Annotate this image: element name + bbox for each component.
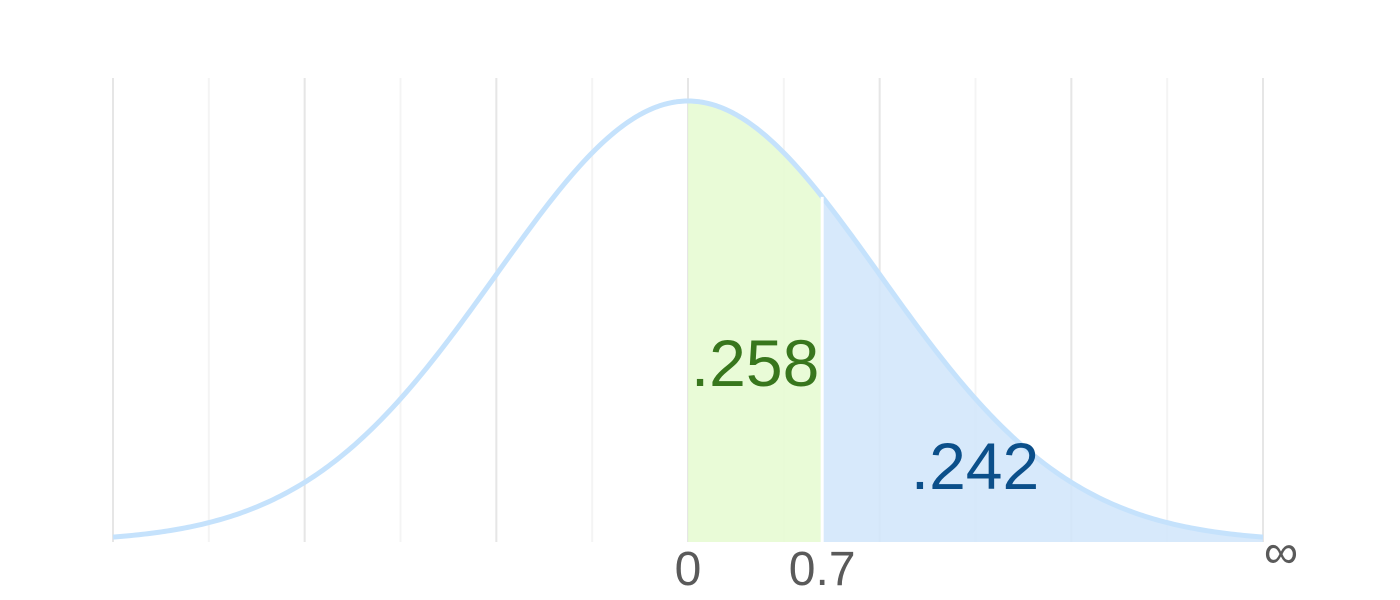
- density-curve: [112, 98, 1264, 540]
- tick-label-zero: 0: [675, 543, 702, 596]
- area-label-center: .258: [691, 326, 819, 400]
- shaded-regions: [688, 101, 1263, 542]
- shaded-region-1: [822, 196, 1263, 542]
- area-label-tail: .242: [911, 429, 1039, 503]
- shaded-region-0: [688, 101, 823, 542]
- tick-label-infinity: ∞: [1264, 526, 1298, 579]
- tick-label-cutoff: 0.7: [789, 543, 856, 596]
